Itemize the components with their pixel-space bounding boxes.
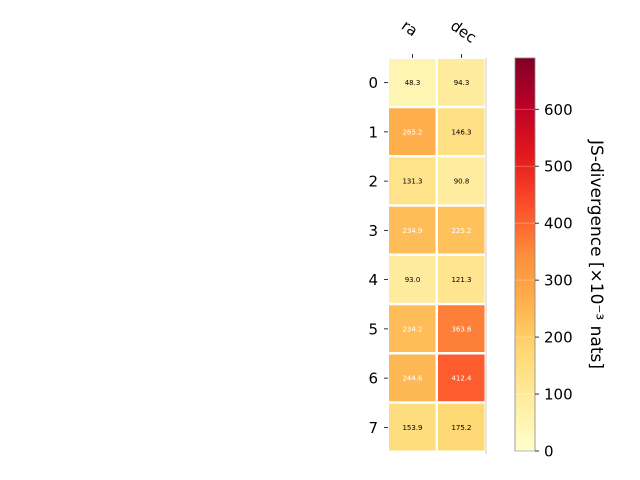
row-label: 1	[368, 123, 378, 141]
heatmap-cell	[438, 305, 485, 352]
heatmap-cells	[389, 58, 487, 454]
cell-value-label: 48.3	[405, 79, 421, 87]
row-label: 6	[368, 370, 378, 388]
colorbar-bar	[514, 57, 536, 452]
row-label: 5	[368, 320, 378, 338]
cell-value-label: 94.3	[454, 79, 470, 87]
heatmap-cell	[389, 59, 436, 106]
heatmap-cell	[389, 108, 436, 155]
colorbar-label: JS-divergence [×10⁻³ nats]	[586, 139, 606, 369]
heatmap-cell	[438, 59, 485, 106]
row-label: 3	[368, 222, 378, 240]
heatmap-cell	[438, 157, 485, 205]
colorbar-tick-label: 0	[544, 443, 554, 461]
colorbar-tick-label: 400	[544, 215, 573, 233]
heatmap-cell	[389, 206, 436, 254]
cell-value-label: 146.3	[451, 128, 471, 136]
cell-value-label: 121.3	[451, 276, 471, 284]
heatmap-cell	[389, 256, 436, 303]
cell-value-label: 225.2	[451, 227, 471, 235]
colorbar-tick-label: 300	[544, 272, 573, 290]
row-label: 2	[368, 173, 378, 191]
cell-value-label: 153.9	[402, 424, 422, 432]
row-label: 4	[368, 271, 378, 289]
cell-value-label: 412.4	[451, 375, 472, 383]
cell-value-label: 234.9	[402, 227, 422, 235]
heatmap-cell	[438, 206, 485, 254]
column-axis: ra dec	[398, 17, 480, 58]
heatmap-cell	[438, 256, 485, 303]
colorbar-tick-label: 100	[544, 386, 573, 404]
row-label: 7	[368, 419, 378, 437]
colorbar-tick-label: 500	[544, 158, 573, 176]
column-label: ra	[398, 17, 421, 41]
cell-value-label: 265.2	[402, 128, 422, 136]
row-label: 0	[368, 74, 378, 92]
column-label: dec	[447, 17, 479, 47]
cell-value-label: 234.2	[402, 325, 422, 333]
heatmap-cell	[389, 305, 436, 352]
cell-value-label: 131.3	[402, 178, 422, 186]
colorbar: 0 100 200 300 400 500 600 JS-divergence [×10⁻³…	[514, 57, 606, 461]
heatmap-cell	[389, 403, 436, 451]
colorbar-tick-label: 600	[544, 101, 573, 119]
heatmap-cell	[389, 157, 436, 205]
heatmap-cell	[438, 403, 485, 451]
colorbar-ticks: 0 100 200 300 400 500 600	[515, 101, 573, 461]
heatmap-cell	[438, 354, 485, 402]
cell-value-label: 244.6	[402, 375, 423, 383]
cell-value-label: 363.6	[451, 325, 472, 333]
heatmap-value-labels: 48.3 94.3 265.2 146.3 131.3 90.8 234.9 225.2 93.…	[402, 79, 472, 432]
cell-value-label: 175.2	[451, 424, 471, 432]
row-axis: 0 1 2 3 4 5 6 7	[368, 74, 388, 437]
cell-value-label: 90.8	[454, 178, 470, 186]
heatmap-cell	[438, 108, 485, 155]
colorbar-tick-label: 200	[544, 329, 573, 347]
heatmap-cell	[389, 354, 436, 402]
cell-value-label: 93.0	[405, 276, 421, 284]
